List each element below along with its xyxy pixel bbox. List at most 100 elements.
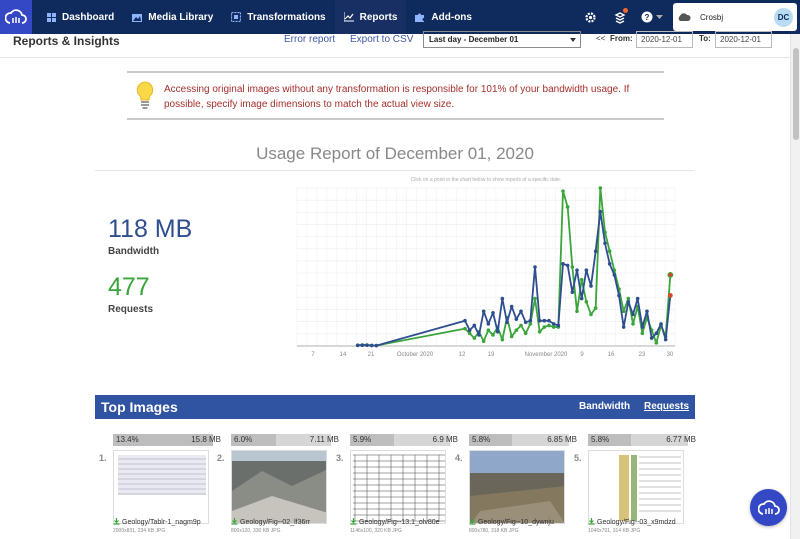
- data-point[interactable]: [472, 323, 477, 328]
- data-point[interactable]: [565, 263, 570, 268]
- top-image-card[interactable]: 5. 5.8% 6.77 MB Geology/Fig--03_x9mdzd 1046x…: [574, 434, 700, 536]
- image-thumbnail[interactable]: [469, 450, 565, 524]
- top-image-card[interactable]: 4. 5.8% 6.85 MB Geology/Fig--10_dywnju 800x7…: [455, 434, 581, 536]
- from-date-input[interactable]: 2020-12-01: [636, 31, 693, 48]
- data-point[interactable]: [640, 331, 645, 336]
- data-point[interactable]: [551, 322, 556, 326]
- data-point[interactable]: [477, 333, 481, 337]
- data-point[interactable]: [584, 268, 589, 272]
- data-point[interactable]: [617, 293, 621, 298]
- data-point[interactable]: [635, 296, 640, 301]
- error-report-link[interactable]: Error report: [284, 34, 336, 45]
- data-point[interactable]: [491, 333, 495, 337]
- date-range-select[interactable]: Last day - December 01: [423, 31, 581, 48]
- nav-dashboard[interactable]: Dashboard: [37, 0, 123, 34]
- data-point[interactable]: [626, 296, 631, 301]
- data-point[interactable]: [640, 325, 645, 329]
- data-point[interactable]: [365, 343, 369, 348]
- data-point[interactable]: [598, 186, 603, 190]
- page-scrollbar[interactable]: [790, 34, 800, 539]
- data-point[interactable]: [481, 339, 486, 344]
- data-point[interactable]: [547, 323, 551, 328]
- settings-gear-icon[interactable]: [575, 0, 605, 34]
- data-point[interactable]: [374, 343, 379, 348]
- top-image-card[interactable]: 1. 13.4% 15.8 MB Geology/Tablr-1_nagm9p 2000…: [99, 434, 225, 536]
- data-point[interactable]: [556, 323, 561, 328]
- data-point[interactable]: [467, 331, 472, 336]
- data-point[interactable]: [519, 309, 523, 314]
- data-point[interactable]: [500, 337, 505, 342]
- download-icon[interactable]: [113, 518, 120, 525]
- data-point[interactable]: [631, 322, 635, 326]
- data-point[interactable]: [542, 318, 547, 323]
- usage-line-chart[interactable]: 7 14 21 October 2020 12 19 November 2020 9 16 23 3…: [295, 186, 680, 361]
- data-point[interactable]: [631, 312, 635, 317]
- nav-transformations[interactable]: Transformations: [222, 0, 334, 34]
- data-point[interactable]: [495, 329, 500, 334]
- data-point[interactable]: [603, 241, 607, 246]
- data-point[interactable]: [472, 336, 477, 340]
- data-point[interactable]: [561, 262, 565, 266]
- data-point[interactable]: [589, 284, 593, 288]
- cloudinary-logo-icon[interactable]: [0, 0, 32, 34]
- data-point[interactable]: [533, 296, 537, 301]
- data-point[interactable]: [514, 328, 519, 332]
- data-point[interactable]: [659, 322, 663, 326]
- image-link[interactable]: Geology/Fig--03_x9mdzd: [588, 518, 676, 526]
- data-point[interactable]: [649, 336, 654, 340]
- data-point[interactable]: [514, 317, 519, 321]
- data-point[interactable]: [593, 306, 598, 310]
- data-point[interactable]: [463, 326, 467, 331]
- data-point[interactable]: [570, 265, 575, 269]
- nav-add-ons[interactable]: Add-ons: [406, 0, 481, 34]
- data-point[interactable]: [523, 320, 528, 325]
- image-link[interactable]: Geology/Fig--10_dywnju: [469, 518, 554, 526]
- top-image-card[interactable]: 3. 5.9% 6.9 MB Geology/Fig--13.1_olv80e 1146…: [336, 434, 462, 536]
- data-point[interactable]: [360, 343, 365, 348]
- image-link[interactable]: Geology/Tablr-1_nagm9p: [113, 518, 201, 526]
- image-thumbnail[interactable]: [350, 450, 446, 524]
- data-point[interactable]: [542, 325, 547, 329]
- help-menu-icon[interactable]: ?: [635, 0, 669, 34]
- image-link[interactable]: Geology/Fig--13.1_olv80e: [350, 518, 440, 526]
- data-point[interactable]: [589, 312, 593, 317]
- data-point[interactable]: [481, 309, 486, 314]
- data-point[interactable]: [607, 262, 612, 266]
- data-point[interactable]: [547, 318, 551, 323]
- data-point[interactable]: [579, 277, 584, 282]
- nav-media-library[interactable]: Media Library: [123, 0, 222, 34]
- account-switcher[interactable]: Crosbj DC: [673, 3, 797, 31]
- image-thumbnail[interactable]: [588, 450, 684, 524]
- data-point[interactable]: [621, 325, 626, 329]
- data-point[interactable]: [505, 320, 509, 325]
- notifications-icon[interactable]: [605, 0, 635, 34]
- top-image-card[interactable]: 2. 6.0% 7.11 MB Geology/Fig--02_lf36rr 800x1…: [217, 434, 343, 536]
- download-icon[interactable]: [469, 518, 476, 525]
- data-point[interactable]: [509, 304, 514, 309]
- to-date-input[interactable]: 2020-12-01: [715, 31, 772, 48]
- data-point[interactable]: [533, 265, 537, 269]
- data-point[interactable]: [621, 309, 626, 314]
- avatar[interactable]: DC: [774, 7, 793, 27]
- data-point[interactable]: [570, 290, 575, 295]
- data-point[interactable]: [537, 329, 542, 334]
- data-point[interactable]: [528, 318, 533, 323]
- data-point[interactable]: [612, 273, 617, 277]
- data-point[interactable]: [463, 318, 467, 323]
- data-point[interactable]: [486, 328, 491, 332]
- nav-reports[interactable]: Reports: [334, 0, 407, 34]
- image-thumbnail[interactable]: [231, 450, 327, 524]
- data-point[interactable]: [528, 322, 533, 326]
- data-point[interactable]: [509, 334, 514, 339]
- data-point[interactable]: [598, 209, 603, 214]
- image-link[interactable]: Geology/Fig--02_lf36rr: [231, 518, 310, 526]
- download-icon[interactable]: [231, 518, 238, 525]
- data-point[interactable]: [584, 299, 589, 304]
- data-point[interactable]: [565, 205, 570, 209]
- scrollbar-thumb[interactable]: [793, 48, 799, 140]
- data-point[interactable]: [486, 322, 491, 326]
- download-icon[interactable]: [588, 518, 595, 525]
- data-point[interactable]: [561, 189, 565, 193]
- data-point[interactable]: [654, 331, 659, 336]
- prev-range-button[interactable]: <<: [596, 34, 606, 43]
